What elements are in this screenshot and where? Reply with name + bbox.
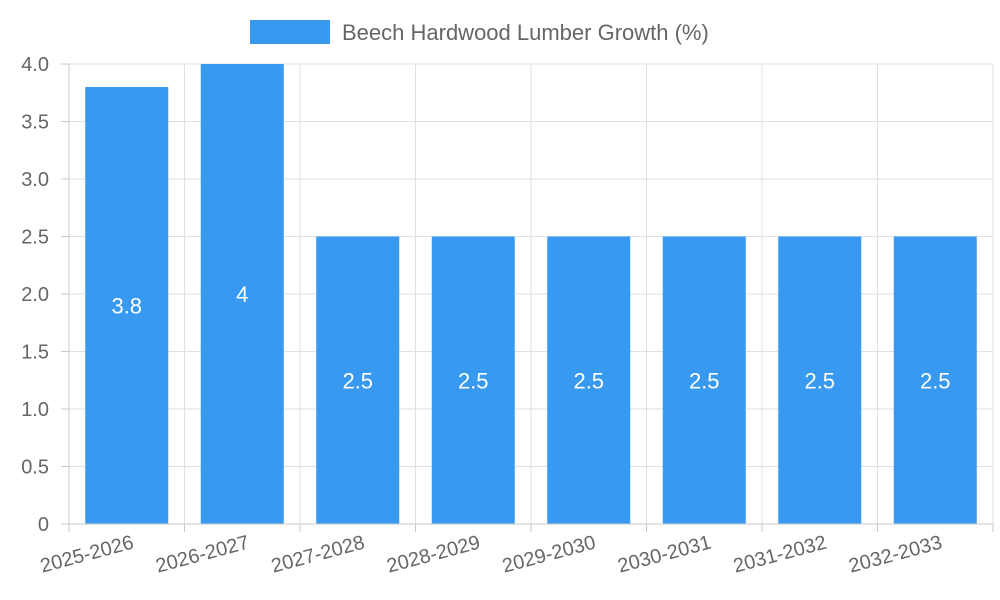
x-tick-label: 2026-2027 xyxy=(153,532,251,578)
bar[interactable] xyxy=(316,236,400,525)
bar[interactable] xyxy=(893,236,977,525)
y-tick-label: 4.0 xyxy=(21,54,49,76)
x-tick-label: 2029-2030 xyxy=(500,532,598,578)
y-tick-label: 2.5 xyxy=(21,227,49,249)
bar[interactable] xyxy=(85,87,169,524)
bar-value-label: 2.5 xyxy=(342,368,373,393)
y-axis: 0 0.5 1.0 1.5 2.0 2.5 3.0 3.5 4.0 xyxy=(21,54,70,536)
legend-swatch xyxy=(250,20,330,44)
bar-value-label: 2.5 xyxy=(920,368,951,393)
x-tick-label: 2030-2031 xyxy=(615,532,713,578)
bar[interactable] xyxy=(778,236,862,525)
bar-value-label: 2.5 xyxy=(573,368,604,393)
bar-value-label: 4 xyxy=(236,282,248,307)
x-tick-label: 2027-2028 xyxy=(269,532,367,578)
y-tick-label: 3.5 xyxy=(21,112,49,134)
x-tick-label: 2032-2033 xyxy=(846,532,944,578)
bar[interactable] xyxy=(431,236,515,525)
x-axis: 2025-2026 2026-2027 2027-2028 2028-2029 2029… xyxy=(38,523,994,578)
y-tick-label: 0 xyxy=(38,514,49,536)
legend[interactable]: Beech Hardwood Lumber Growth (%) xyxy=(250,20,709,45)
bar-series: 3.8 4 2.5 2.5 2.5 2.5 2.5 2.5 xyxy=(85,64,977,524)
bar-value-label: 2.5 xyxy=(689,368,720,393)
bar[interactable] xyxy=(547,236,631,525)
bar-value-label: 2.5 xyxy=(804,368,835,393)
legend-label: Beech Hardwood Lumber Growth (%) xyxy=(342,20,709,45)
y-tick-label: 1.0 xyxy=(21,399,49,421)
bar-value-label: 2.5 xyxy=(458,368,489,393)
x-tick-label: 2028-2029 xyxy=(384,532,482,578)
y-tick-label: 3.0 xyxy=(21,169,49,191)
x-tick-label: 2031-2032 xyxy=(731,532,829,578)
bar[interactable] xyxy=(200,64,284,524)
bar[interactable] xyxy=(662,236,746,525)
x-tick-label: 2025-2026 xyxy=(38,532,136,578)
y-tick-label: 2.0 xyxy=(21,284,49,306)
y-tick-label: 0.5 xyxy=(21,457,49,479)
y-tick-label: 1.5 xyxy=(21,342,49,364)
bar-value-label: 3.8 xyxy=(111,294,142,319)
